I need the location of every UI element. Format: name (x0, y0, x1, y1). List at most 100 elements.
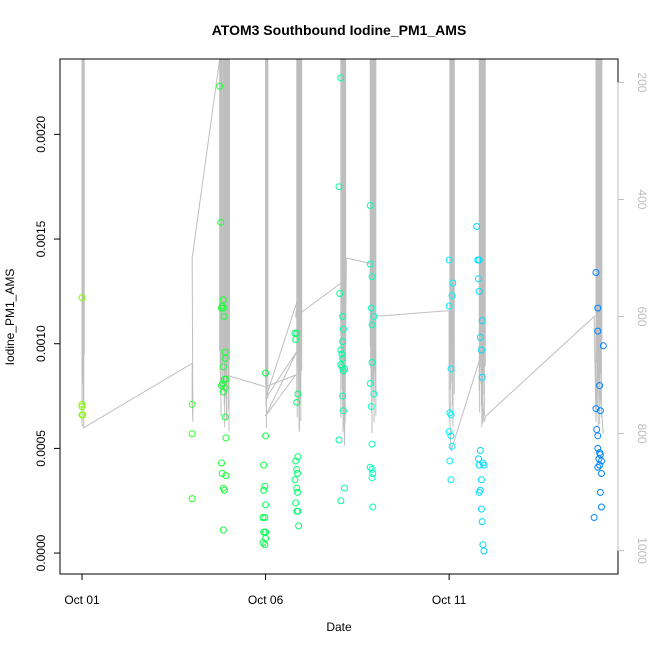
data-point (369, 503, 377, 511)
data-point (593, 426, 601, 434)
data-point (597, 470, 605, 478)
data-point (78, 400, 86, 408)
data-point (476, 446, 484, 454)
x-tick-label: Oct 01 (64, 593, 100, 607)
data-point (262, 534, 270, 542)
data-point (597, 503, 605, 511)
data-point (366, 202, 374, 210)
data-point (337, 346, 345, 354)
data-point (477, 505, 485, 513)
data-point (217, 218, 225, 226)
secondary-series-lines (81, 58, 604, 452)
plot-frame (59, 58, 619, 575)
data-point (479, 541, 487, 549)
data-point (370, 390, 378, 398)
data-point (219, 296, 227, 304)
data-point (594, 463, 602, 471)
data-point (188, 400, 196, 408)
data-point (294, 470, 302, 478)
data-point (292, 336, 300, 344)
data-point (221, 413, 229, 421)
data-point (478, 317, 486, 325)
y-tick-label: 0.0010 (34, 325, 48, 362)
x-axis: Oct 01 Oct 06 Oct 11 (64, 573, 467, 607)
data-point (594, 327, 602, 335)
data-point (368, 359, 376, 367)
data-point (448, 442, 456, 450)
y2-tick-label: 200 (635, 72, 649, 92)
data-point (366, 379, 374, 387)
data-point (596, 382, 604, 390)
data-point (366, 463, 374, 471)
chart-title: ATOM3 Southbound Iodine_PM1_AMS (212, 22, 467, 38)
x-tick-label: Oct 11 (432, 593, 467, 607)
data-point (293, 465, 301, 473)
data-point (339, 407, 347, 415)
data-point (475, 275, 482, 283)
data-point (339, 325, 347, 333)
data-point (338, 350, 346, 358)
data-point (447, 365, 455, 373)
data-point (446, 457, 454, 465)
data-point (599, 342, 607, 350)
data-point (221, 354, 229, 362)
data-point (294, 488, 302, 496)
data-point (220, 486, 228, 494)
data-point (262, 369, 270, 377)
data-point (596, 407, 604, 415)
data-point (596, 461, 604, 469)
data-point (221, 384, 229, 392)
data-point (448, 292, 456, 300)
data-point (594, 444, 602, 452)
data-point (222, 472, 230, 480)
y2-tick-label: 600 (635, 306, 649, 326)
y2-tick-label: 800 (635, 424, 649, 444)
y-axis: 0.0000 0.0005 0.0010 0.0015 0.0020 (34, 116, 61, 571)
data-point (78, 294, 86, 302)
data-point (367, 304, 375, 312)
data-point (220, 313, 228, 320)
data-point (262, 432, 270, 440)
data-point (295, 522, 303, 530)
y-tick-label: 0.0005 (34, 430, 48, 467)
data-point (368, 474, 376, 482)
data-point (336, 289, 344, 297)
y-tick-label: 0.0000 (34, 534, 48, 571)
data-point (478, 373, 486, 381)
data-point (219, 304, 227, 312)
data-point (370, 313, 378, 320)
data-point (475, 256, 483, 264)
data-point (219, 388, 227, 396)
data-point (261, 482, 269, 490)
data-point (341, 365, 349, 373)
data-point (368, 273, 376, 281)
data-point (476, 333, 484, 341)
data-point (335, 436, 343, 444)
data-point (219, 526, 227, 534)
data-point (293, 484, 301, 492)
data-point (294, 390, 302, 398)
data-point (477, 346, 485, 354)
data-point (473, 222, 481, 230)
data-point (368, 465, 376, 473)
data-point (597, 457, 605, 465)
y-tick-label: 0.0015 (34, 220, 48, 257)
data-point (262, 501, 270, 509)
data-point (480, 547, 488, 555)
data-point (366, 260, 374, 268)
data-point (261, 513, 269, 521)
x-tick-label: Oct 06 (248, 593, 284, 607)
data-point (188, 430, 196, 438)
data-point (449, 279, 457, 287)
data-point (260, 528, 268, 536)
y-tick-label: 0.0020 (34, 116, 48, 153)
data-point (260, 461, 268, 469)
data-point (592, 405, 600, 413)
data-point (294, 507, 302, 515)
data-point (445, 428, 453, 436)
data-point (339, 338, 347, 346)
data-point (594, 432, 602, 440)
data-point (260, 486, 268, 494)
data-point (337, 497, 345, 505)
